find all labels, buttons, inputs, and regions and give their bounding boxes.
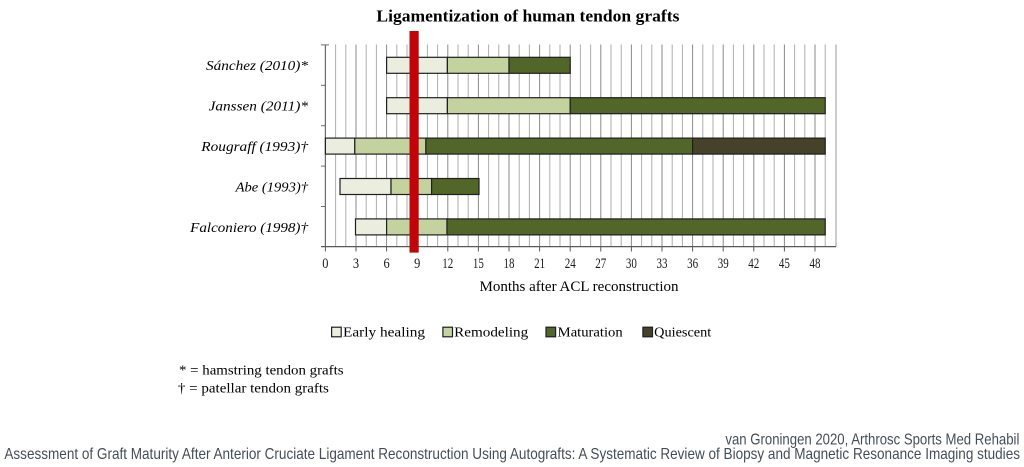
svg-text:24: 24: [565, 256, 577, 272]
svg-text:12: 12: [442, 256, 453, 272]
svg-text:Assessment of Graft Maturity A: Assessment of Graft Maturity After Anter…: [4, 446, 1020, 463]
svg-text:42: 42: [748, 256, 759, 272]
svg-text:21: 21: [534, 256, 545, 272]
svg-text:Ligamentization of human tendo: Ligamentization of human tendon grafts: [376, 7, 680, 26]
svg-text:3: 3: [353, 256, 359, 272]
svg-text:45: 45: [779, 256, 790, 272]
svg-text:36: 36: [687, 256, 698, 272]
svg-text:Remodeling: Remodeling: [454, 326, 528, 341]
svg-text:van Groningen 2020, Arthrosc S: van Groningen 2020, Arthrosc Sports Med …: [725, 432, 1019, 449]
svg-text:Rougraff (1993)†: Rougraff (1993)†: [200, 139, 308, 154]
svg-text:6: 6: [384, 256, 390, 272]
svg-text:33: 33: [657, 256, 668, 272]
svg-text:Sánchez (2010)*: Sánchez (2010)*: [206, 58, 308, 73]
svg-text:39: 39: [718, 256, 729, 272]
svg-text:9: 9: [414, 256, 420, 272]
svg-text:48: 48: [810, 256, 821, 272]
svg-text:Quiescent: Quiescent: [654, 326, 711, 341]
svg-text:* = hamstring tendon grafts: * = hamstring tendon grafts: [179, 362, 344, 377]
svg-text:Janssen (2011)*: Janssen (2011)*: [209, 99, 309, 114]
svg-text:30: 30: [626, 256, 637, 272]
svg-text:0: 0: [322, 256, 328, 272]
svg-text:† = patellar tendon grafts: † = patellar tendon grafts: [178, 381, 329, 396]
svg-text:Abe (1993)†: Abe (1993)†: [235, 179, 309, 194]
svg-text:27: 27: [595, 256, 606, 272]
svg-text:Falconiero (1998)†: Falconiero (1998)†: [189, 220, 308, 235]
svg-text:15: 15: [473, 256, 484, 272]
svg-text:Months after ACL reconstructio: Months after ACL reconstruction: [480, 279, 680, 295]
svg-text:Maturation: Maturation: [558, 326, 623, 341]
svg-text:Early healing: Early healing: [343, 326, 425, 341]
svg-text:18: 18: [504, 256, 515, 272]
